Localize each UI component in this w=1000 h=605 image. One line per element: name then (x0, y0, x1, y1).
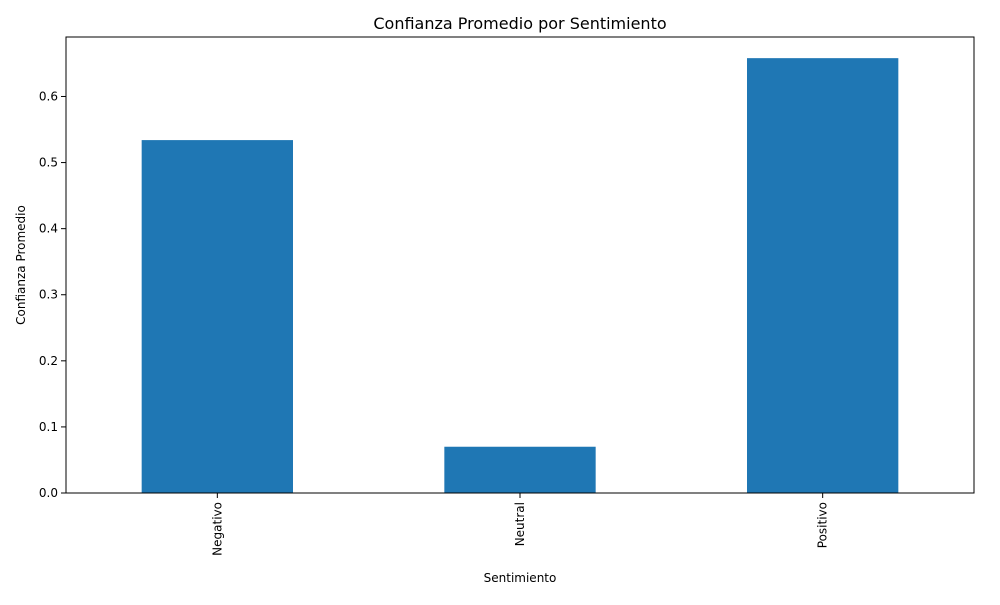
x-tick-label: Negativo (210, 502, 224, 556)
x-tick-label: Neutral (513, 502, 527, 546)
x-axis-label: Sentimiento (484, 571, 557, 585)
bar-positivo (747, 58, 899, 493)
y-tick-label: 0.1 (39, 420, 58, 434)
x-tick-label: Positivo (816, 502, 830, 548)
bars-layer (141, 58, 899, 494)
y-tick-label: 0.3 (39, 288, 58, 302)
y-axis-label: Confianza Promedio (14, 205, 28, 325)
bar-negativo (141, 140, 293, 494)
plot-frame (65, 36, 975, 494)
y-tick-label: 0.2 (39, 354, 58, 368)
y-tick-label: 0.0 (39, 486, 58, 500)
bar-neutral (444, 446, 596, 493)
y-tick-label: 0.5 (39, 156, 58, 170)
x-axis-ticks: Negativo Neutral Positivo (210, 493, 830, 556)
y-tick-label: 0.6 (39, 89, 58, 103)
y-tick-label: 0.4 (39, 222, 58, 236)
y-axis-ticks: 0.0 0.1 0.2 0.3 0.4 0.5 0.6 (39, 89, 66, 500)
chart-title: Confianza Promedio por Sentimiento (373, 14, 666, 33)
